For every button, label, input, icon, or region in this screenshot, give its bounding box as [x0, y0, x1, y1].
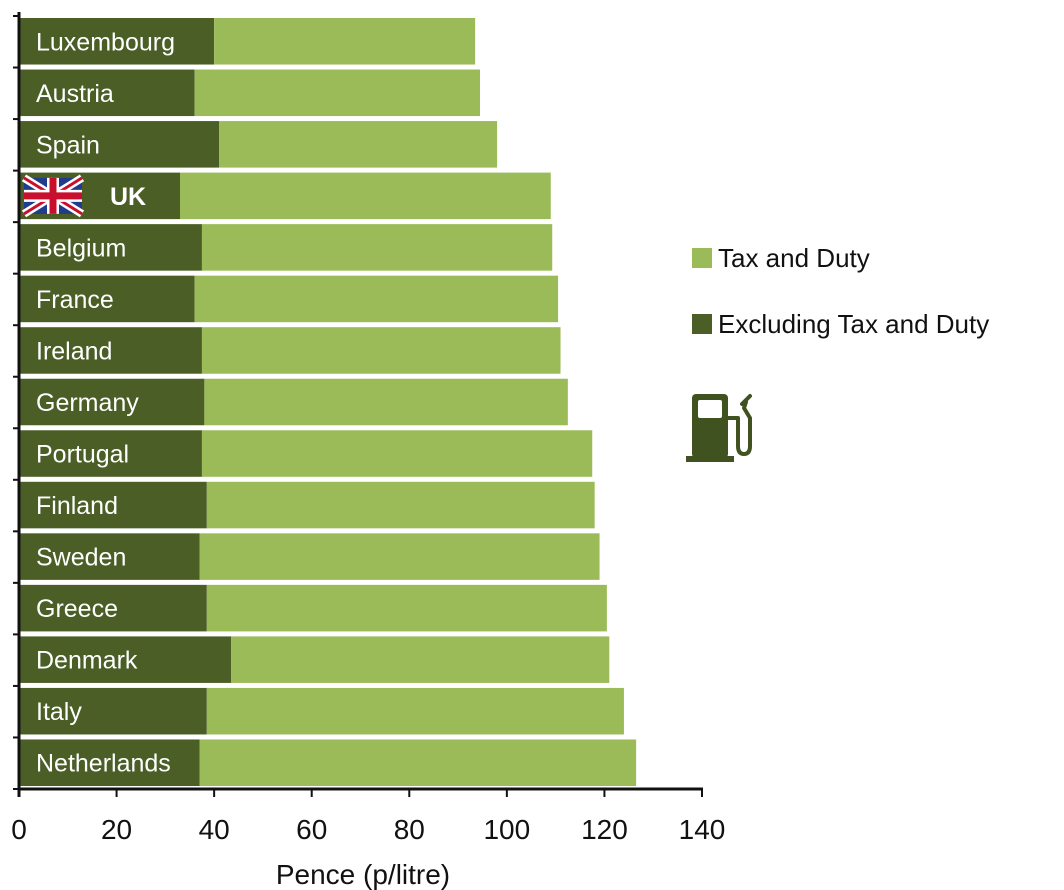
x-tick-label: 60: [296, 814, 327, 845]
legend-label-tax: Tax and Duty: [718, 242, 870, 273]
bar-tax-greece: [206, 584, 607, 632]
bar-excluding-netherlands: [19, 739, 200, 786]
bar-excluding-sweden: [19, 533, 200, 580]
bar-excluding-portugal: [19, 430, 202, 477]
bar-excluding-ireland: [19, 327, 202, 374]
bar-tax-netherlands: [199, 739, 637, 786]
bar-excluding-denmark: [19, 636, 232, 683]
category-label-spain: Spain: [36, 131, 100, 159]
uk-flag-cross-red-h: [24, 192, 82, 200]
legend: Tax and Duty Excluding Tax and Duty: [692, 240, 989, 372]
category-label-luxembourg: Luxembourg: [36, 28, 175, 56]
uk-flag-icon: [21, 174, 85, 218]
category-label-ireland: Ireland: [36, 337, 112, 365]
category-label-netherlands: Netherlands: [36, 750, 171, 778]
x-tick-label: 20: [101, 814, 132, 845]
x-tick-label: 0: [11, 814, 27, 845]
category-label-finland: Finland: [36, 492, 118, 520]
category-label-belgium: Belgium: [36, 234, 126, 262]
bar-tax-portugal: [201, 430, 593, 477]
bar-excluding-germany: [19, 378, 205, 426]
legend-swatch-excluding: [692, 314, 712, 334]
x-tick-labels: 0 20 40 60 80 100 120 140: [11, 814, 725, 845]
category-label-uk: UK: [110, 183, 146, 211]
bar-excluding-greece: [19, 584, 207, 632]
bar-excluding-finland: [19, 481, 207, 529]
x-tick-label: 100: [483, 814, 530, 845]
legend-item-excluding: Excluding Tax and Duty: [692, 306, 989, 342]
bar-excluding-italy: [19, 687, 207, 735]
x-tick-label: 140: [679, 814, 726, 845]
bar-tax-denmark: [231, 636, 610, 683]
bar-excluding-spain: [19, 121, 220, 168]
x-tick-label: 80: [394, 814, 425, 845]
bar-excluding-austria: [19, 69, 195, 117]
axes: [13, 12, 703, 797]
legend-item-tax: Tax and Duty: [692, 240, 989, 276]
x-tick-label: 120: [581, 814, 628, 845]
bar-tax-spain: [219, 121, 498, 168]
x-tick-label: 40: [199, 814, 230, 845]
fuel-pump-icon: [686, 394, 752, 462]
bar-tax-luxembourg: [214, 18, 476, 65]
bar-tax-uk: [179, 172, 551, 220]
bar-tax-france: [194, 275, 559, 323]
bar-tax-finland: [206, 481, 595, 529]
bar-excluding-france: [19, 275, 195, 323]
bar-tax-sweden: [199, 533, 600, 580]
bar-tax-italy: [206, 687, 624, 735]
category-labels: Luxembourg Austria Spain UK Belgium France Ire…: [21, 28, 175, 778]
category-label-portugal: Portugal: [36, 441, 129, 469]
category-label-greece: Greece: [36, 595, 118, 623]
category-label-italy: Italy: [36, 698, 82, 726]
bar-tax-belgium: [201, 224, 553, 271]
bar-tax-austria: [194, 69, 481, 117]
legend-swatch-tax: [692, 248, 712, 268]
bar-tax-ireland: [201, 327, 561, 374]
bars-group: [19, 18, 637, 786]
category-label-sweden: Sweden: [36, 544, 126, 572]
category-label-austria: Austria: [36, 80, 114, 108]
category-label-denmark: Denmark: [36, 647, 138, 675]
bar-excluding-luxembourg: [19, 18, 215, 65]
x-axis-title: Pence (p/litre): [276, 859, 450, 890]
legend-label-excluding: Excluding Tax and Duty: [718, 308, 990, 339]
bar-excluding-belgium: [19, 224, 202, 271]
category-label-france: France: [36, 286, 114, 314]
category-label-germany: Germany: [36, 389, 139, 417]
bar-tax-germany: [204, 378, 568, 426]
